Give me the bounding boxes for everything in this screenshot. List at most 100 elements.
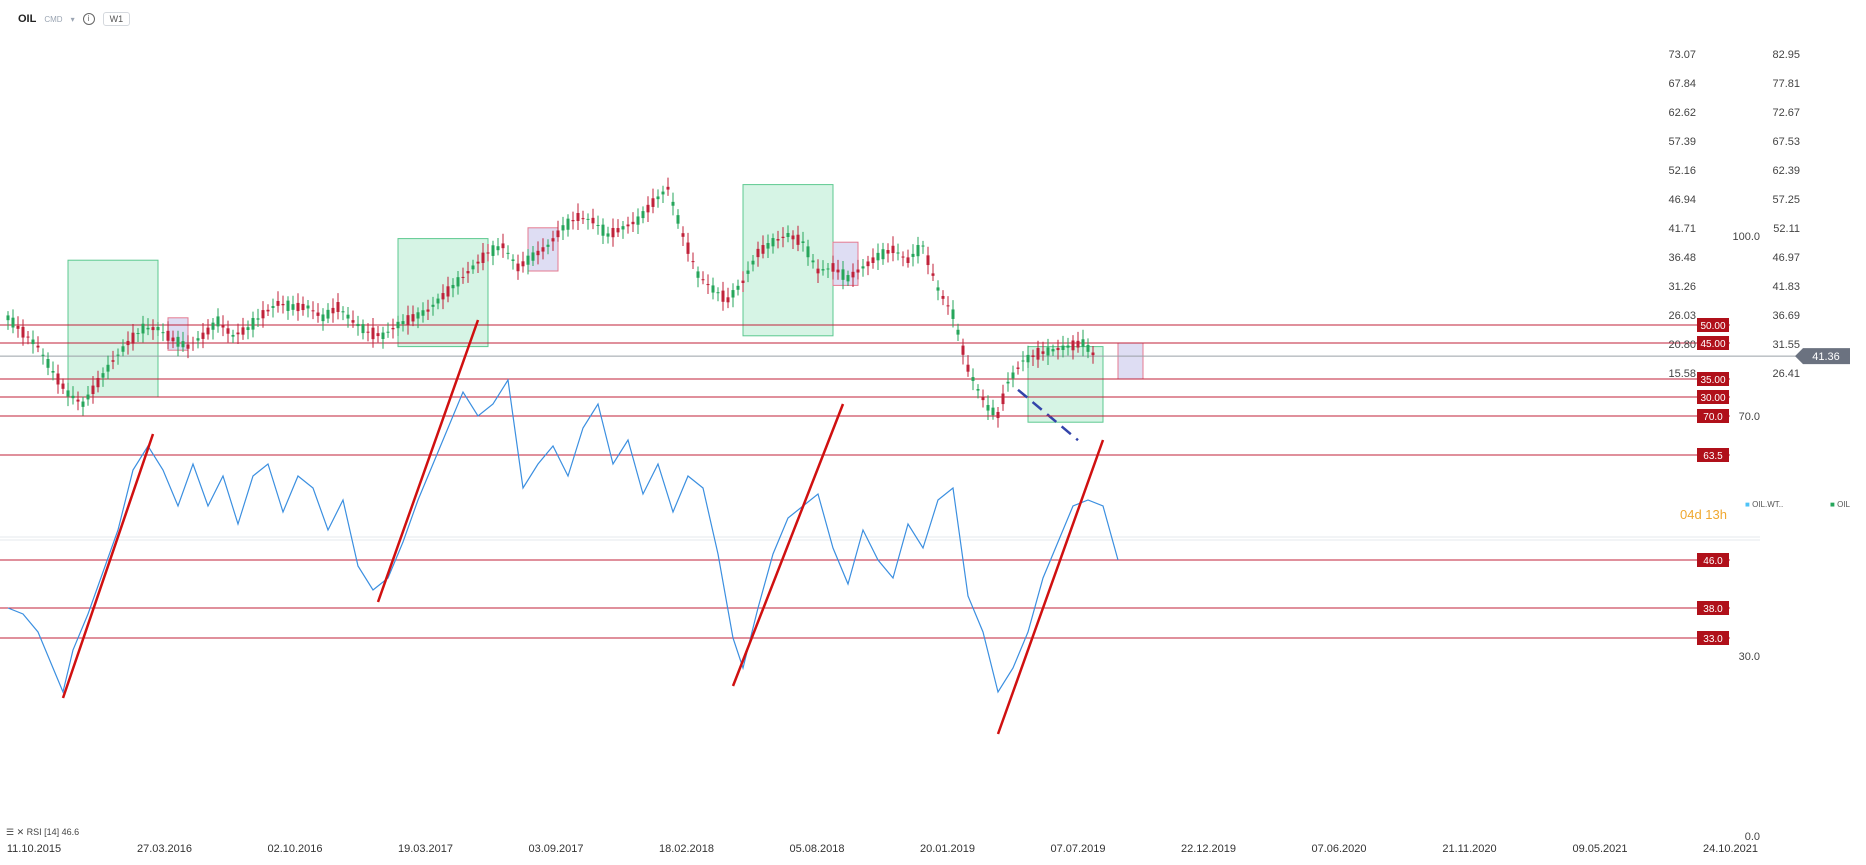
rsi-level-badge: [1697, 553, 1729, 567]
candle-down: [631, 221, 635, 225]
market-label: CMD: [44, 14, 63, 24]
timeframe-select[interactable]: W1: [102, 12, 131, 26]
x-tick-label: 09.05.2021: [1572, 843, 1627, 855]
candle-up: [421, 310, 425, 316]
candle-down: [996, 411, 1000, 419]
candle-up: [216, 316, 220, 327]
candle-up: [141, 323, 145, 334]
candle-down: [681, 233, 685, 237]
rsi-trendline: [376, 319, 480, 603]
candle-down: [36, 345, 40, 348]
candle-down: [551, 238, 555, 242]
candle-down: [691, 261, 695, 263]
rsi-level-label: 70.0: [1703, 412, 1723, 423]
purple-zone-box: [832, 241, 859, 286]
candle-up: [916, 244, 920, 257]
legend-item-oilwt[interactable]: ■ OIL.WT..: [1745, 500, 1784, 509]
candle-up: [116, 354, 120, 356]
candle-up: [431, 304, 435, 307]
candle-down: [296, 302, 300, 312]
candle-up: [896, 252, 900, 254]
candle-down: [91, 385, 95, 395]
candle-down: [21, 326, 25, 338]
candle-up: [31, 339, 35, 345]
green-zone-box: [742, 184, 834, 337]
x-tick-label: 02.10.2016: [267, 843, 322, 855]
legend-item-oil[interactable]: ■ OIL: [1830, 500, 1850, 509]
candle-down: [171, 337, 175, 342]
candle-down: [556, 230, 560, 238]
chevron-down-icon[interactable]: ▾: [70, 14, 75, 24]
rsi-current-value: 46.6: [61, 827, 80, 837]
candle-up: [196, 338, 200, 341]
candle-down: [1031, 355, 1035, 358]
y-tick-left: 41.71: [1668, 223, 1696, 235]
candle-down: [166, 330, 170, 341]
legend-label: OIL: [1837, 500, 1850, 509]
candle-down: [776, 239, 780, 241]
candle-down: [871, 257, 875, 263]
rsi-indicator-label[interactable]: ☰ ✕ RSI [14] 46.6: [6, 827, 80, 837]
candle-down: [646, 204, 650, 213]
rsi-trendline: [731, 403, 845, 687]
y-tick-right: 52.11: [1773, 223, 1800, 235]
candle-up: [936, 287, 940, 291]
candle-up: [731, 290, 735, 298]
candle-up: [306, 305, 310, 309]
candle-up: [1046, 347, 1050, 356]
candle-up: [821, 269, 825, 271]
candle-down: [446, 286, 450, 297]
candle-up: [386, 331, 390, 333]
candle-down: [571, 219, 575, 222]
candle-up: [1081, 339, 1085, 347]
y-tick-right: 57.25: [1772, 194, 1800, 206]
x-tick-label: 24.10.2021: [1703, 843, 1758, 855]
candle-down: [111, 360, 115, 362]
candle-down: [61, 383, 65, 389]
x-tick-label: 18.02.2018: [659, 843, 714, 855]
candle-down: [981, 397, 985, 401]
candle-down: [476, 261, 480, 264]
y-tick-left: 52.16: [1668, 165, 1696, 177]
candle-up: [876, 252, 880, 261]
candle-down: [836, 269, 840, 273]
candle-up: [1066, 345, 1070, 348]
x-tick-label: 27.03.2016: [137, 843, 192, 855]
candle-up: [601, 224, 605, 236]
x-tick-label: 22.12.2019: [1181, 843, 1236, 855]
candle-down: [781, 236, 785, 239]
rsi-level-label: 33.0: [1703, 634, 1723, 645]
candle-down: [796, 234, 800, 245]
candle-down: [206, 327, 210, 335]
info-icon[interactable]: i: [82, 13, 95, 25]
candle-down: [236, 332, 240, 335]
candle-up: [1011, 372, 1015, 379]
level-label: 35.00: [1700, 375, 1725, 386]
symbol-label[interactable]: OIL: [18, 13, 37, 25]
candle-down: [186, 344, 190, 349]
dashed-trendline: [1017, 388, 1079, 442]
y-tick-left: 15.58: [1668, 368, 1696, 380]
y-tick-right: 41.83: [1772, 281, 1800, 293]
candle-down: [96, 377, 100, 388]
purple-zone-box: [1117, 342, 1144, 380]
candle-up: [861, 266, 865, 269]
rsi-level-label: 46.0: [1703, 556, 1723, 567]
rsi-level-badge: [1697, 601, 1729, 615]
candle-down: [426, 309, 430, 312]
candle-down: [866, 261, 870, 267]
candle-down: [1091, 352, 1095, 356]
candle-down: [831, 263, 835, 272]
candle-down: [441, 293, 445, 300]
candle-down: [611, 227, 615, 238]
candle-down: [856, 269, 860, 273]
candle-down: [1016, 367, 1020, 369]
candle-up: [451, 284, 455, 289]
candle-up: [956, 329, 960, 335]
level-label: 30.00: [1700, 393, 1725, 404]
candle-up: [881, 249, 885, 260]
candle-down: [191, 342, 195, 344]
y-tick-right: 72.67: [1772, 107, 1800, 119]
candle-up: [711, 285, 715, 293]
